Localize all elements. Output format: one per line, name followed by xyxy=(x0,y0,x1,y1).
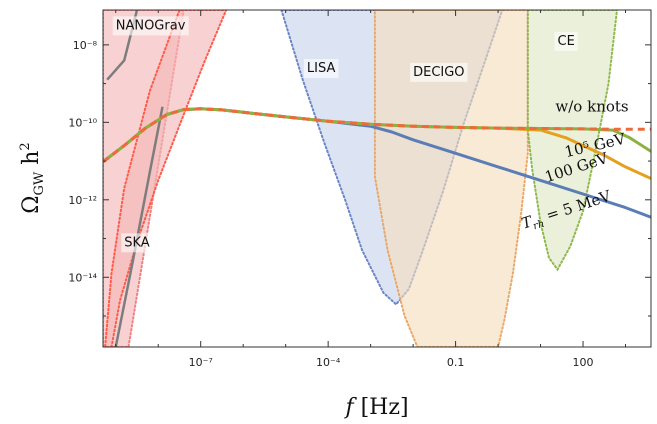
curve-label-w-o-knots: w/o knots xyxy=(555,97,628,115)
detector-label-nanograv: NANOGrav xyxy=(112,16,189,36)
x-tick-label: 100 xyxy=(573,356,594,369)
y-tick-label: 10⁻¹⁴ xyxy=(68,271,97,284)
grey-sensitivity-curve-2 xyxy=(114,106,164,347)
x-tick-label: 0.1 xyxy=(447,356,465,369)
detector-regions xyxy=(103,10,619,347)
detector-label-text: SKA xyxy=(124,235,150,250)
detector-label-text: DECIGO xyxy=(413,65,464,80)
y-axis-title: ΩGW h2 xyxy=(18,142,47,213)
plot-frame xyxy=(102,9,652,348)
x-tick-label: 10⁻⁴ xyxy=(316,356,341,369)
detector-label-decigo: DECIGO xyxy=(410,62,468,82)
detector-label-text: LISA xyxy=(307,61,336,76)
detector-label-bg xyxy=(303,58,339,78)
detector-label-ce: CE xyxy=(554,31,578,51)
detector-label-lisa: LISA xyxy=(303,58,339,78)
detector-label-text: CE xyxy=(558,34,575,49)
detector-label-bg xyxy=(554,31,578,51)
detector-label-bg xyxy=(112,16,189,36)
series-line-w-o-knots xyxy=(103,107,651,163)
y-tick-label: 10⁻⁸ xyxy=(73,39,98,52)
y-tick-label: 10⁻¹⁰ xyxy=(68,116,97,129)
gw-curves xyxy=(103,107,651,219)
detector-label-bg xyxy=(121,233,153,253)
x-tick-label: 10⁻⁷ xyxy=(189,356,213,369)
detector-label-bg xyxy=(410,62,468,82)
y-tick-label: 10⁻¹² xyxy=(68,194,97,207)
detector-label-ska: SKA xyxy=(121,233,153,253)
detector-label-text: NANOGrav xyxy=(116,18,186,33)
x-axis-title: f [Hz] xyxy=(343,395,408,420)
